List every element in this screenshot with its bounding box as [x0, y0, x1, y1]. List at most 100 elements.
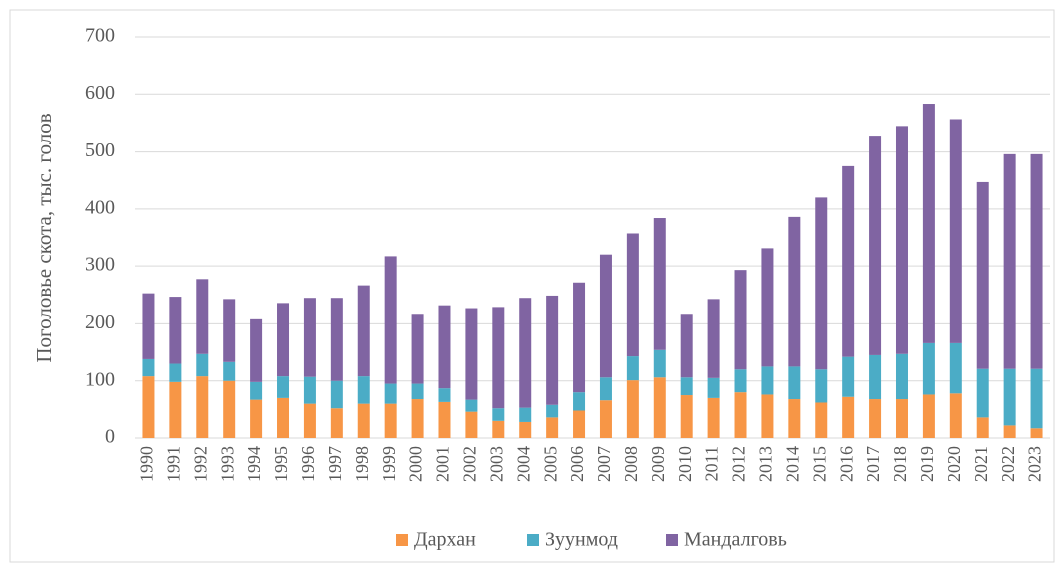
bar-segment: [761, 366, 774, 395]
x-tick-label: 1997: [325, 446, 345, 482]
x-tick-label: 1996: [298, 446, 318, 482]
y-tick-label: 0: [105, 426, 115, 448]
bar-segment: [357, 376, 370, 404]
y-tick-label: 600: [85, 82, 115, 104]
bar-segment: [169, 381, 182, 438]
y-tick-label: 700: [85, 25, 115, 47]
bar-segment: [734, 369, 747, 393]
x-tick-label: 2016: [836, 446, 856, 482]
bar-segment: [142, 293, 155, 359]
bar-segment: [626, 380, 639, 438]
bar-segment: [653, 218, 666, 350]
bar-segment: [626, 356, 639, 381]
bar-segment: [357, 285, 370, 377]
bar-segment: [815, 197, 828, 370]
bar-segment: [465, 411, 478, 438]
bar-segment: [546, 417, 559, 438]
bar-segment: [1003, 425, 1016, 438]
bar-segment: [277, 303, 290, 377]
bar-segment: [492, 420, 505, 438]
x-tick-label: 2018: [890, 446, 910, 482]
bar-segment: [303, 403, 316, 438]
x-tick-label: 2000: [406, 446, 426, 482]
bar-segment: [519, 421, 532, 438]
x-tick-label: 2005: [540, 446, 560, 482]
x-tick-label: 2006: [567, 446, 587, 482]
bar-segment: [653, 349, 666, 378]
bar-segment: [196, 353, 209, 377]
bar-segment: [250, 399, 263, 438]
bar-segment: [599, 377, 612, 401]
legend-label: Зуунмод: [545, 529, 618, 551]
legend-swatch: [666, 534, 678, 546]
bar-segment: [788, 216, 801, 367]
x-tick-label: 2001: [433, 446, 453, 482]
bar-segment: [599, 400, 612, 438]
x-tick-label: 2004: [513, 446, 533, 482]
x-tick-label: 1993: [217, 446, 237, 482]
bar-segment: [250, 318, 263, 382]
bar-segment: [949, 119, 962, 343]
bar-segment: [922, 342, 935, 395]
bar-segment: [438, 401, 451, 438]
bar-segment: [169, 297, 182, 364]
x-tick-label: 2021: [971, 446, 991, 482]
x-tick-label: 1994: [244, 446, 264, 482]
bar-segment: [976, 181, 989, 369]
bar-segment: [734, 392, 747, 438]
bar-segment: [411, 383, 424, 400]
bar-segment: [788, 366, 801, 400]
x-tick-label: 2020: [944, 446, 964, 482]
bar-segment: [384, 383, 397, 404]
bar-segment: [922, 394, 935, 438]
y-tick-label: 200: [85, 311, 115, 333]
bar-segment: [492, 307, 505, 409]
bar-segment: [680, 377, 693, 396]
bar-segment: [465, 399, 478, 412]
bar-segment: [438, 305, 451, 389]
bar-segment: [895, 126, 908, 354]
x-tick-label: 2010: [675, 446, 695, 482]
y-tick-label: 500: [85, 139, 115, 161]
x-tick-label: 2017: [863, 446, 883, 482]
x-tick-label: 2014: [782, 446, 802, 482]
legend-label: Дархан: [414, 529, 476, 551]
bar-segment: [277, 376, 290, 398]
bar-segment: [922, 104, 935, 343]
x-tick-label: 2022: [998, 446, 1018, 482]
x-tick-label: 2002: [460, 446, 480, 482]
bar-segment: [546, 404, 559, 418]
bar-segment: [869, 354, 882, 400]
bar-segment: [788, 399, 801, 438]
bar-segment: [573, 392, 586, 411]
x-tick-label: 1998: [352, 446, 372, 482]
legend-swatch: [527, 534, 539, 546]
bar-segment: [680, 314, 693, 378]
bar-segment: [949, 342, 962, 394]
bar-segment: [330, 298, 343, 381]
bar-segment: [1030, 153, 1043, 369]
legend-swatch: [396, 534, 408, 546]
bar-segment: [303, 298, 316, 377]
bar-segment: [492, 408, 505, 421]
x-tick-label: 1990: [137, 446, 157, 482]
bar-segment: [438, 388, 451, 402]
bar-segment: [546, 295, 559, 405]
bar-segment: [976, 417, 989, 438]
bar-segment: [626, 233, 639, 357]
x-tick-label: 1999: [379, 446, 399, 482]
bar-segment: [842, 356, 855, 397]
x-tick-label: 2012: [729, 446, 749, 482]
bar-segment: [196, 376, 209, 438]
x-tick-label: 2003: [486, 446, 506, 482]
y-tick-label: 300: [85, 254, 115, 276]
legend-label: Мандалговь: [684, 529, 787, 551]
bar-segment: [1003, 153, 1016, 369]
bar-segment: [142, 376, 155, 438]
bar-segment: [223, 299, 236, 362]
bar-segment: [815, 402, 828, 438]
bar-segment: [761, 394, 774, 438]
bar-segment: [680, 395, 693, 438]
x-tick-label: 2008: [621, 446, 641, 482]
